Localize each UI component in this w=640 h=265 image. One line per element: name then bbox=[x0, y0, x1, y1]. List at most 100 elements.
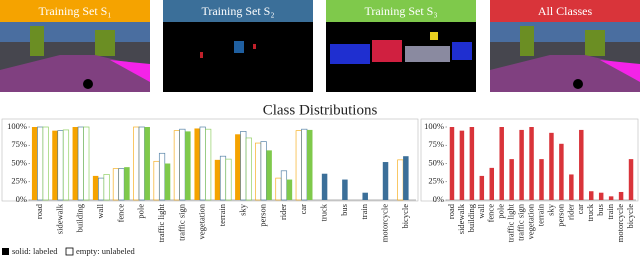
bar bbox=[489, 167, 495, 200]
segment bbox=[430, 32, 438, 40]
sidewalk bbox=[600, 60, 640, 82]
x-tick-label: fence bbox=[486, 204, 496, 223]
x-tick-label: sidewalk bbox=[54, 203, 64, 234]
tree bbox=[585, 30, 605, 56]
bar-labeled bbox=[144, 127, 150, 200]
segment bbox=[330, 44, 370, 64]
x-tick-label: pole bbox=[136, 204, 146, 219]
bar-unlabeled bbox=[225, 158, 232, 201]
x-tick-label: sidewalk bbox=[456, 203, 466, 234]
bar-labeled bbox=[92, 175, 99, 200]
bar-unlabeled bbox=[77, 126, 84, 201]
segment bbox=[372, 40, 402, 62]
bar-unlabeled bbox=[199, 126, 206, 201]
bar-labeled bbox=[403, 156, 409, 200]
x-tick-label: truck bbox=[585, 203, 595, 221]
bar-labeled bbox=[185, 131, 191, 200]
bar-labeled bbox=[52, 130, 58, 200]
y-tick-label: 100% bbox=[424, 121, 444, 131]
sky bbox=[0, 22, 150, 42]
bar-unlabeled bbox=[153, 160, 160, 201]
bar bbox=[559, 143, 564, 200]
legend-label: empty: unlabeled bbox=[76, 246, 136, 256]
x-tick-label: terrain bbox=[217, 203, 227, 226]
panel-4: All Classes bbox=[490, 0, 640, 92]
bar bbox=[598, 192, 604, 200]
x-tick-label: vegetation bbox=[526, 203, 536, 239]
bar-unlabeled bbox=[240, 131, 247, 201]
y-tick-label: 50% bbox=[428, 157, 444, 167]
bar bbox=[479, 175, 485, 200]
segment bbox=[405, 46, 450, 62]
legend-label: solid: labeled bbox=[12, 246, 58, 256]
bar-labeled bbox=[342, 179, 348, 200]
x-tick-label: building bbox=[75, 203, 85, 232]
x-tick-label: person bbox=[258, 203, 268, 226]
panel-title: Training Set S₁ bbox=[38, 4, 111, 18]
y-tick-label: 25% bbox=[428, 176, 444, 186]
bar bbox=[499, 127, 504, 200]
x-tick-label: truck bbox=[319, 203, 329, 221]
panel-2: Training Set S₂ bbox=[163, 0, 313, 92]
x-tick-label: person bbox=[555, 203, 565, 226]
panel-3: Training Set S₃ bbox=[326, 0, 476, 92]
x-tick-label: sky bbox=[237, 203, 247, 216]
panel-1: Training Set S₁ bbox=[0, 0, 150, 92]
sidewalk bbox=[110, 60, 150, 82]
x-tick-label: train bbox=[605, 203, 615, 219]
y-tick-label: 0% bbox=[16, 194, 27, 204]
bar-unlabeled bbox=[42, 126, 49, 201]
bar-labeled bbox=[286, 179, 293, 200]
bar-unlabeled bbox=[245, 137, 252, 201]
x-tick-label: traffic sign bbox=[176, 203, 186, 241]
x-tick-label: bicycle bbox=[625, 204, 635, 229]
figure-title: Class Distributions bbox=[263, 102, 378, 118]
bar-unlabeled bbox=[37, 126, 44, 201]
x-tick-label: car bbox=[298, 204, 308, 215]
x-tick-label: sky bbox=[545, 203, 555, 216]
legend-swatch-solid bbox=[2, 248, 9, 255]
bar-unlabeled bbox=[133, 126, 140, 201]
x-tick-label: road bbox=[446, 203, 456, 219]
panel-header bbox=[163, 0, 313, 22]
bar-labeled bbox=[124, 167, 130, 200]
x-tick-label: bus bbox=[595, 204, 605, 216]
tree bbox=[30, 26, 44, 56]
bar bbox=[459, 130, 465, 200]
x-tick-label: car bbox=[575, 204, 585, 215]
x-tick-label: vegetation bbox=[197, 203, 207, 239]
bar-labeled bbox=[164, 163, 171, 200]
road bbox=[490, 55, 640, 92]
bar-unlabeled bbox=[179, 128, 186, 201]
bar-unlabeled bbox=[118, 168, 125, 201]
x-tick-label: train bbox=[359, 203, 369, 219]
panel-title: Training Set S₂ bbox=[201, 4, 274, 18]
road bbox=[0, 55, 150, 92]
bar bbox=[549, 132, 554, 200]
x-tick-label: building bbox=[466, 203, 476, 232]
bar bbox=[539, 159, 544, 200]
bar-labeled bbox=[362, 192, 368, 200]
bar-unlabeled bbox=[301, 128, 308, 201]
bar bbox=[449, 127, 455, 200]
bar-unlabeled bbox=[397, 159, 404, 201]
bar-labeled bbox=[382, 162, 389, 200]
bar-unlabeled bbox=[255, 142, 262, 201]
x-tick-label: bus bbox=[339, 204, 349, 216]
legend-swatch-empty bbox=[65, 247, 74, 256]
x-tick-label: road bbox=[34, 203, 44, 219]
bar-unlabeled bbox=[275, 177, 282, 201]
x-tick-label: motorcycle bbox=[379, 204, 389, 242]
x-tick-label: traffic light bbox=[156, 203, 166, 242]
y-tick-label: 100% bbox=[7, 121, 27, 131]
bar bbox=[469, 127, 475, 200]
bar-labeled bbox=[266, 150, 272, 200]
bar-labeled bbox=[31, 127, 38, 200]
bar-unlabeled bbox=[260, 141, 267, 201]
panel-header bbox=[0, 0, 150, 22]
y-tick-label: 75% bbox=[11, 139, 27, 149]
bar-unlabeled bbox=[158, 152, 166, 201]
tree bbox=[520, 26, 534, 56]
